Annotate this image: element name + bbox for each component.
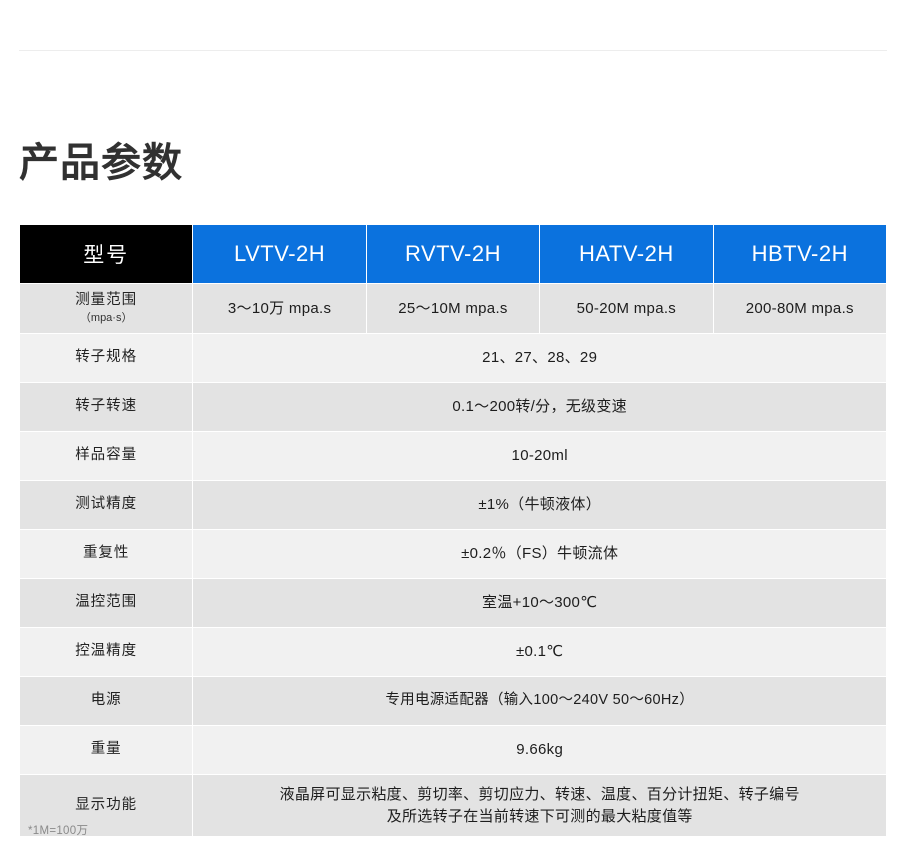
table-row: 转子转速 0.1～200转/分，无级变速 bbox=[20, 383, 886, 431]
table-row: 转子规格 21、27、28、29 bbox=[20, 334, 886, 382]
cell-weight-value: 9.66kg bbox=[193, 726, 886, 774]
row-label-sublabel: （mpa·s） bbox=[79, 312, 133, 325]
top-divider bbox=[19, 50, 887, 51]
cell-display-function-value: 液晶屏可显示粘度、剪切率、剪切应力、转速、温度、百分计扭矩、转子编号 及所选转子在… bbox=[193, 775, 886, 836]
row-label-display-function: 显示功能 bbox=[20, 775, 193, 836]
row-label-temp-range: 温控范围 bbox=[20, 579, 193, 627]
table-row: 重复性 ±0.2％（FS）牛顿流体 bbox=[20, 530, 886, 578]
cell-sample-volume-value: 10-20ml bbox=[193, 432, 886, 480]
row-label-repeatability: 重复性 bbox=[20, 530, 193, 578]
cell-test-accuracy-value: ±1%（牛顿液体） bbox=[193, 481, 886, 529]
cell-temp-accuracy-value: ±0.1℃ bbox=[193, 628, 886, 676]
table-row: 控温精度 ±0.1℃ bbox=[20, 628, 886, 676]
cell-measuring-range-hbtv: 200-80M mpa.s bbox=[713, 284, 886, 333]
row-label-text: 测量范围 bbox=[75, 291, 138, 308]
header-row: 型号 LVTV-2H RVTV-2H HATV-2H HBTV-2H bbox=[20, 225, 886, 283]
cell-temp-range-value: 室温+10～300℃ bbox=[193, 579, 886, 627]
table-row: 重量 9.66kg bbox=[20, 726, 886, 774]
table-row: 显示功能 液晶屏可显示粘度、剪切率、剪切应力、转速、温度、百分计扭矩、转子编号及… bbox=[20, 775, 886, 836]
table-row: 电源 专用电源适配器（输入100～240V 50～60Hz） bbox=[20, 677, 886, 725]
cell-measuring-range-lvtv: 3～10万 mpa.s bbox=[193, 284, 366, 333]
table-row: 样品容量 10-20ml bbox=[20, 432, 886, 480]
row-label-rotor-speed: 转子转速 bbox=[20, 383, 193, 431]
header-cell-hbtv: HBTV-2H bbox=[713, 225, 886, 283]
header-cell-lvtv: LVTV-2H bbox=[193, 225, 366, 283]
cell-measuring-range-rvtv: 25～10M mpa.s bbox=[366, 284, 540, 333]
table-row: 测量范围 （mpa·s） 3～10万 mpa.s 25～10M mpa.s 50… bbox=[20, 284, 886, 333]
table-footnote: *1M=100万 bbox=[28, 825, 89, 837]
table-row: 测试精度 ±1%（牛顿液体） bbox=[20, 481, 886, 529]
row-label-weight: 重量 bbox=[20, 726, 193, 774]
header-cell-model: 型号 bbox=[20, 225, 193, 283]
cell-power-value: 专用电源适配器（输入100～240V 50～60Hz） bbox=[193, 677, 886, 725]
cell-rotor-speed-value: 0.1～200转/分，无级变速 bbox=[193, 383, 886, 431]
cell-rotor-spec-value: 21、27、28、29 bbox=[193, 334, 886, 382]
header-cell-hatv: HATV-2H bbox=[540, 225, 713, 283]
header-cell-rvtv: RVTV-2H bbox=[366, 225, 540, 283]
row-label-temp-accuracy: 控温精度 bbox=[20, 628, 193, 676]
cell-repeatability-value: ±0.2％（FS）牛顿流体 bbox=[193, 530, 886, 578]
page-title: 产品参数 bbox=[19, 140, 183, 185]
row-label-measuring-range: 测量范围 （mpa·s） bbox=[20, 284, 193, 333]
cell-measuring-range-hatv: 50-20M mpa.s bbox=[540, 284, 713, 333]
row-label-power: 电源 bbox=[20, 677, 193, 725]
table-body: 测量范围 （mpa·s） 3～10万 mpa.s 25～10M mpa.s 50… bbox=[20, 284, 886, 836]
product-parameters-table: 型号 LVTV-2H RVTV-2H HATV-2H HBTV-2H 测量范围 … bbox=[19, 224, 887, 837]
row-label-test-accuracy: 测试精度 bbox=[20, 481, 193, 529]
row-label-sample-volume: 样品容量 bbox=[20, 432, 193, 480]
row-label-rotor-spec: 转子规格 bbox=[20, 334, 193, 382]
table-header: 型号 LVTV-2H RVTV-2H HATV-2H HBTV-2H bbox=[20, 225, 886, 283]
table-row: 温控范围 室温+10～300℃ bbox=[20, 579, 886, 627]
